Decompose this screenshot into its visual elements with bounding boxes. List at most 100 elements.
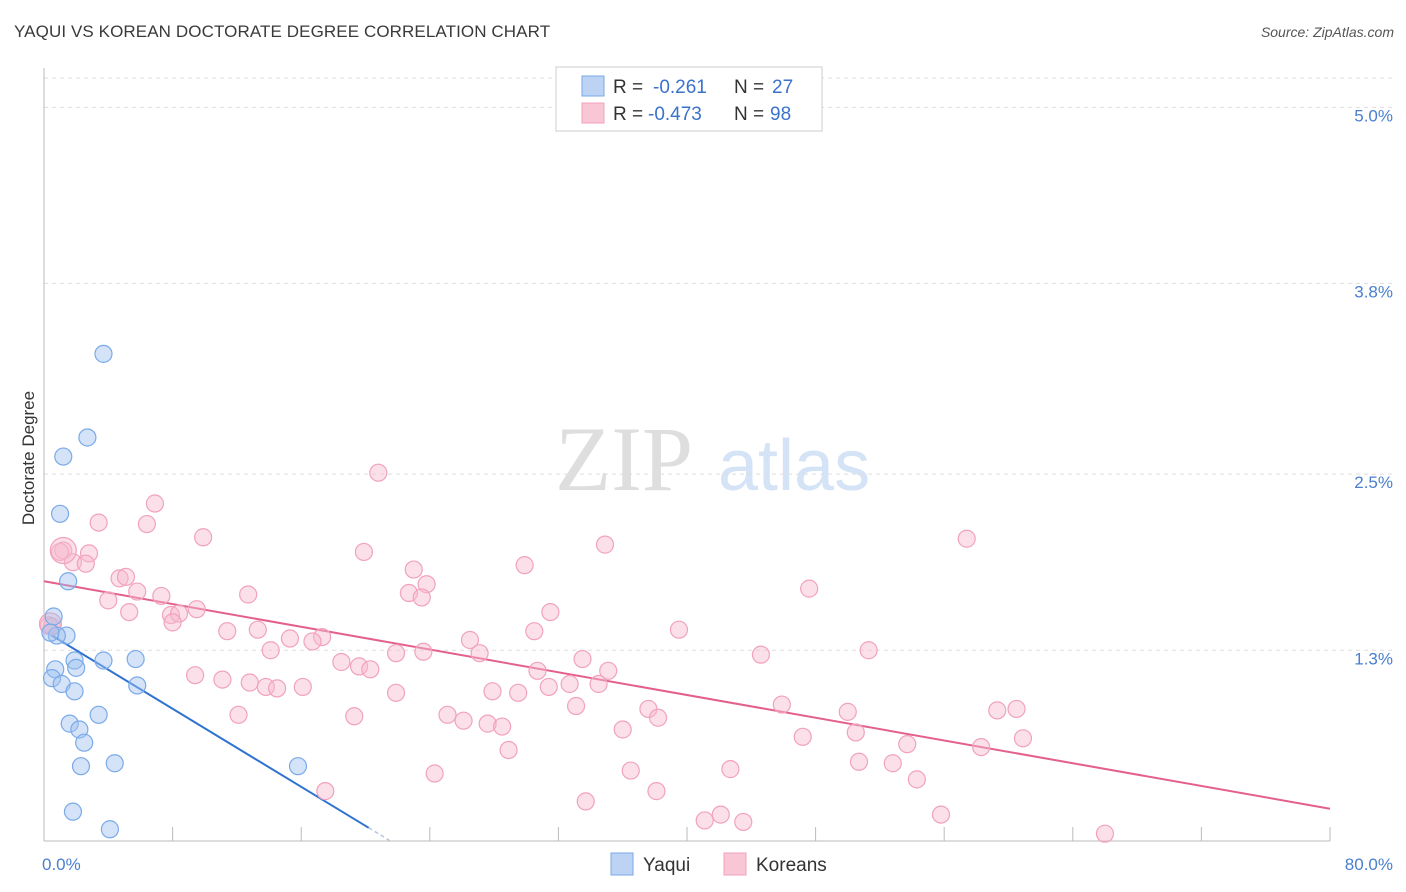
data-point-koreans <box>539 677 558 697</box>
data-point-koreans <box>361 660 380 679</box>
x-tick-label: 0.0% <box>42 855 81 874</box>
legend-r-value-yaqui: -0.261 <box>653 77 707 98</box>
data-point-koreans <box>515 556 534 575</box>
data-point-koreans <box>454 711 473 730</box>
data-point-yaqui <box>75 733 94 752</box>
data-point-yaqui <box>89 705 108 724</box>
data-point-koreans <box>354 542 373 562</box>
data-point-koreans <box>800 579 819 598</box>
source-attribution: Source: ZipAtlas.com <box>1260 24 1394 40</box>
bottom-legend-swatch-koreans <box>723 852 747 876</box>
data-point-koreans <box>116 567 136 586</box>
data-point-koreans <box>499 740 518 760</box>
data-point-koreans <box>460 630 480 650</box>
data-point-koreans <box>1095 824 1115 843</box>
data-point-yaqui <box>288 757 308 776</box>
data-point-koreans <box>218 622 237 641</box>
data-point-koreans <box>793 727 812 746</box>
gridlines <box>44 77 1392 651</box>
data-point-koreans <box>386 644 406 663</box>
data-point-koreans <box>145 494 165 513</box>
series-legend: Yaqui Koreans <box>610 852 827 876</box>
watermark-atlas: atlas <box>718 426 870 506</box>
trend-line-yaqui-extension <box>368 827 391 842</box>
data-point-koreans <box>239 585 258 604</box>
axes <box>43 68 1331 842</box>
data-point-koreans <box>280 629 300 648</box>
data-point-koreans <box>316 782 335 801</box>
data-point-koreans <box>509 683 528 702</box>
bottom-legend-swatch-yaqui <box>610 852 634 876</box>
data-point-koreans <box>76 554 95 573</box>
data-point-koreans <box>669 620 689 639</box>
data-point-koreans <box>931 805 951 824</box>
data-point-koreans <box>49 536 77 565</box>
data-point-koreans <box>332 652 351 672</box>
data-point-koreans <box>525 622 544 641</box>
data-point-koreans <box>163 613 182 632</box>
y-tick-label: 3.8% <box>1354 282 1393 301</box>
data-point-koreans <box>425 764 444 783</box>
data-point-koreans <box>493 717 512 736</box>
bottom-legend-label-koreans: Koreans <box>756 855 827 876</box>
data-point-yaqui <box>41 623 60 642</box>
data-point-koreans <box>599 661 618 680</box>
data-point-koreans <box>293 677 312 697</box>
trend-lines <box>43 580 1331 842</box>
legend-swatch-yaqui <box>581 75 605 97</box>
data-point-koreans <box>859 641 878 660</box>
data-point-koreans <box>89 513 108 532</box>
data-point-koreans <box>152 586 171 606</box>
series-yaqui <box>41 344 308 839</box>
watermark: ZIP atlas <box>555 408 870 510</box>
data-point-koreans <box>772 695 791 714</box>
data-point-koreans <box>438 705 457 724</box>
data-point-koreans <box>883 754 902 773</box>
data-point-yaqui <box>50 504 70 523</box>
data-point-yaqui <box>67 658 86 677</box>
data-point-koreans <box>734 812 753 832</box>
x-tick-label: 80.0% <box>1345 855 1393 874</box>
data-point-yaqui <box>63 802 83 821</box>
data-point-koreans <box>573 649 592 669</box>
data-point-koreans <box>261 641 280 660</box>
data-point-koreans <box>248 620 267 639</box>
data-point-koreans <box>957 529 976 548</box>
data-point-koreans <box>369 463 388 482</box>
legend-r-label-yaqui: R = <box>613 77 643 98</box>
data-point-yaqui <box>65 682 84 701</box>
data-point-yaqui <box>59 572 78 591</box>
data-point-koreans <box>589 674 608 694</box>
data-point-yaqui <box>65 651 84 670</box>
legend-n-value-yaqui: 27 <box>772 77 793 98</box>
data-point-koreans <box>838 702 857 721</box>
data-point-koreans <box>1007 699 1026 719</box>
data-point-koreans <box>386 683 406 702</box>
data-point-koreans <box>647 782 666 801</box>
data-point-koreans <box>566 696 586 716</box>
legend-r-value-koreans: -0.473 <box>648 104 702 125</box>
data-point-koreans <box>595 535 615 554</box>
legend-swatch-koreans <box>581 102 605 124</box>
y-axis-label: Doctorate Degree <box>19 391 38 525</box>
data-point-koreans <box>240 673 259 692</box>
data-point-koreans <box>128 582 147 601</box>
data-point-yaqui <box>78 428 97 447</box>
data-point-koreans <box>120 602 139 622</box>
data-point-koreans <box>988 701 1007 720</box>
data-point-koreans <box>528 661 547 680</box>
data-point-koreans <box>110 569 129 588</box>
data-point-koreans <box>613 720 632 739</box>
data-point-koreans <box>483 682 502 701</box>
data-point-koreans <box>412 588 431 607</box>
data-point-koreans <box>576 792 595 811</box>
data-point-koreans <box>50 542 70 562</box>
data-point-koreans <box>186 666 205 685</box>
data-point-koreans <box>312 627 332 647</box>
data-point-yaqui <box>105 754 124 773</box>
series-koreans <box>38 463 1115 843</box>
data-point-yaqui <box>60 714 79 733</box>
correlation-legend: R = -0.261 N = 27 R = -0.473 N = 98 <box>555 66 823 132</box>
data-point-yaqui <box>42 669 62 688</box>
